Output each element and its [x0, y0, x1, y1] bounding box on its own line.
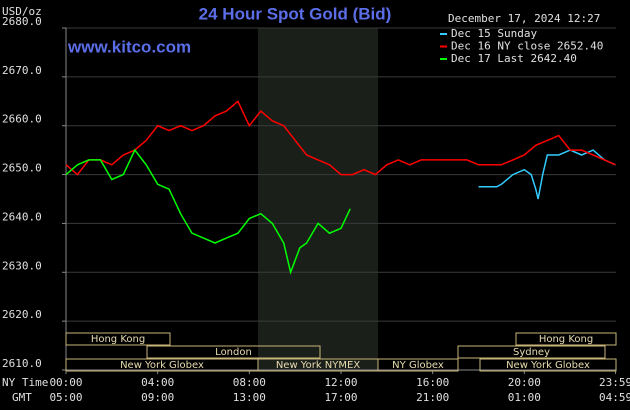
session-label: Hong Kong	[91, 334, 145, 345]
x-tick-label: 04:00	[141, 376, 174, 389]
series-line	[65, 100, 616, 176]
gmt-tick-label: 04:59	[599, 391, 630, 404]
session-box	[377, 358, 459, 372]
y-tick-label: 2670.0	[2, 64, 42, 77]
series-line	[65, 148, 351, 275]
x-tick-label: 08:00	[233, 376, 266, 389]
chart-title: 24 Hour Spot Gold (Bid)	[199, 4, 392, 23]
watermark: www.kitco.com	[67, 37, 191, 56]
session-label: Sydney	[513, 347, 550, 358]
gmt-tick-label: 13:00	[233, 391, 266, 404]
timestamp: December 17, 2024 12:27	[448, 12, 600, 25]
session-label: NY Globex	[392, 360, 444, 371]
session-box	[457, 345, 606, 359]
x-tick-label: 16:00	[416, 376, 449, 389]
session-label: New York Globex	[120, 360, 204, 371]
session-box	[65, 332, 171, 346]
y-tick-label: 2610.0	[2, 357, 42, 370]
x-tick-label: 20:00	[508, 376, 541, 389]
y-tick-label: 2680.0	[2, 15, 42, 28]
y-tick-label: 2660.0	[2, 113, 42, 126]
gmt-tick-label: 17:00	[324, 391, 357, 404]
session-label: Hong Kong	[539, 334, 593, 345]
session-box	[515, 332, 617, 346]
gmt-tick-label: 01:00	[508, 391, 541, 404]
session-label: New York Globex	[506, 360, 590, 371]
session-box	[146, 345, 321, 359]
y-tick-label: 2650.0	[2, 162, 42, 175]
session-label: London	[215, 347, 252, 358]
x-tick-label: 00:00	[49, 376, 82, 389]
y-tick-label: 2630.0	[2, 259, 42, 272]
gmt-tick-label: 09:00	[141, 391, 174, 404]
nymex-shade	[258, 28, 378, 370]
y-tick-label: 2620.0	[2, 308, 42, 321]
y-label: USD/oz	[2, 5, 42, 18]
legend-label: Dec 17 Last 2642.40	[451, 52, 577, 65]
x-axis-name: NY Time	[2, 376, 48, 389]
gmt-tick-label: 05:00	[49, 391, 82, 404]
x-axis-name: GMT	[12, 391, 32, 404]
session-box	[479, 358, 617, 372]
legend-label: Dec 16 NY close 2652.40	[451, 40, 603, 53]
legend-label: Dec 15 Sunday	[451, 27, 537, 40]
gmt-tick-label: 21:00	[416, 391, 449, 404]
series-line	[478, 149, 616, 200]
y-tick-label: 2640.0	[2, 210, 42, 223]
x-tick-label: 12:00	[324, 376, 357, 389]
session-label: New York NYMEX	[276, 360, 361, 371]
x-tick-label: 23:59	[599, 376, 630, 389]
